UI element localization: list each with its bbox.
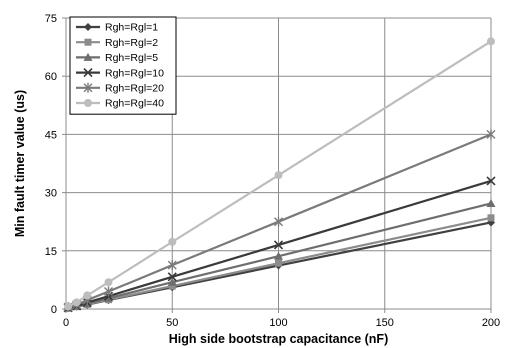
data-point [104, 278, 113, 287]
data-point [487, 214, 495, 222]
legend: Rgh=Rgl=1 Rgh=Rgl=2 Rgh=Rgl=5 Rgh=Rgl=10 Rgh… [69, 16, 177, 115]
data-point [273, 240, 284, 250]
series-4 [63, 176, 496, 313]
data-point [486, 129, 496, 140]
data-point [274, 216, 283, 227]
data-point [104, 293, 113, 302]
legend-item: Rgh=Rgl=5 [76, 52, 158, 64]
legend-item: Rgh=Rgl=10 [76, 67, 164, 79]
legend-label: Rgh=Rgl=5 [105, 52, 158, 64]
legend-label: Rgh=Rgl=20 [105, 83, 164, 95]
legend-label: Rgh=Rgl=2 [105, 37, 158, 49]
series-6 [64, 37, 495, 311]
data-point [167, 272, 177, 282]
legend-item: Rgh=Rgl=20 [76, 83, 164, 95]
legend-item: Rgh=Rgl=40 [76, 98, 164, 110]
legend-marker [84, 38, 92, 46]
data-point [274, 251, 283, 260]
y-tick-label: 75 [45, 13, 57, 25]
legend-item: Rgh=Rgl=2 [76, 37, 158, 49]
x-tick-label: 0 [63, 317, 69, 329]
data-point [486, 176, 496, 186]
grid [66, 17, 492, 309]
data-point [274, 171, 283, 180]
x-tick-label: 100 [269, 317, 287, 329]
series-5 [63, 129, 496, 313]
data-point [487, 37, 495, 46]
series-2 [64, 214, 495, 312]
data-point [275, 259, 282, 267]
y-tick-label: 15 [45, 246, 57, 258]
data-point [168, 282, 176, 290]
x-tick-label: 50 [166, 317, 178, 329]
legend-marker [84, 23, 92, 31]
legend-marker [83, 82, 93, 93]
legend-marker [84, 99, 92, 107]
y-tick-label: 45 [45, 129, 57, 141]
data-point [64, 302, 73, 311]
data-point [83, 291, 92, 300]
data-point [486, 198, 496, 207]
y-tick-label: 60 [45, 71, 57, 83]
data-point [167, 277, 177, 286]
x-tick-label: 150 [376, 317, 394, 329]
y-tick-label: 30 [45, 188, 57, 200]
legend-box [69, 16, 177, 115]
legend-label: Rgh=Rgl=10 [105, 67, 164, 79]
data-point [72, 298, 81, 307]
legend-marker [83, 68, 93, 78]
legend-label: Rgh=Rgl=1 [105, 22, 158, 34]
y-tick-label: 0 [51, 304, 57, 316]
y-axis-title: Min fault timer value (us) [13, 90, 27, 237]
tick-labels: 0 50 100 150 200 0 15 30 45 60 75 [45, 13, 500, 329]
data-point [167, 260, 177, 271]
legend-item: Rgh=Rgl=1 [76, 22, 158, 34]
data-point [168, 237, 177, 246]
series-layer [63, 37, 496, 313]
legend-marker [83, 52, 93, 61]
data-point [104, 286, 113, 297]
x-tick-label: 200 [482, 317, 500, 329]
x-axis-title: High side bootstrap capacitance (nF) [169, 332, 388, 346]
legend-label: Rgh=Rgl=40 [105, 98, 164, 110]
